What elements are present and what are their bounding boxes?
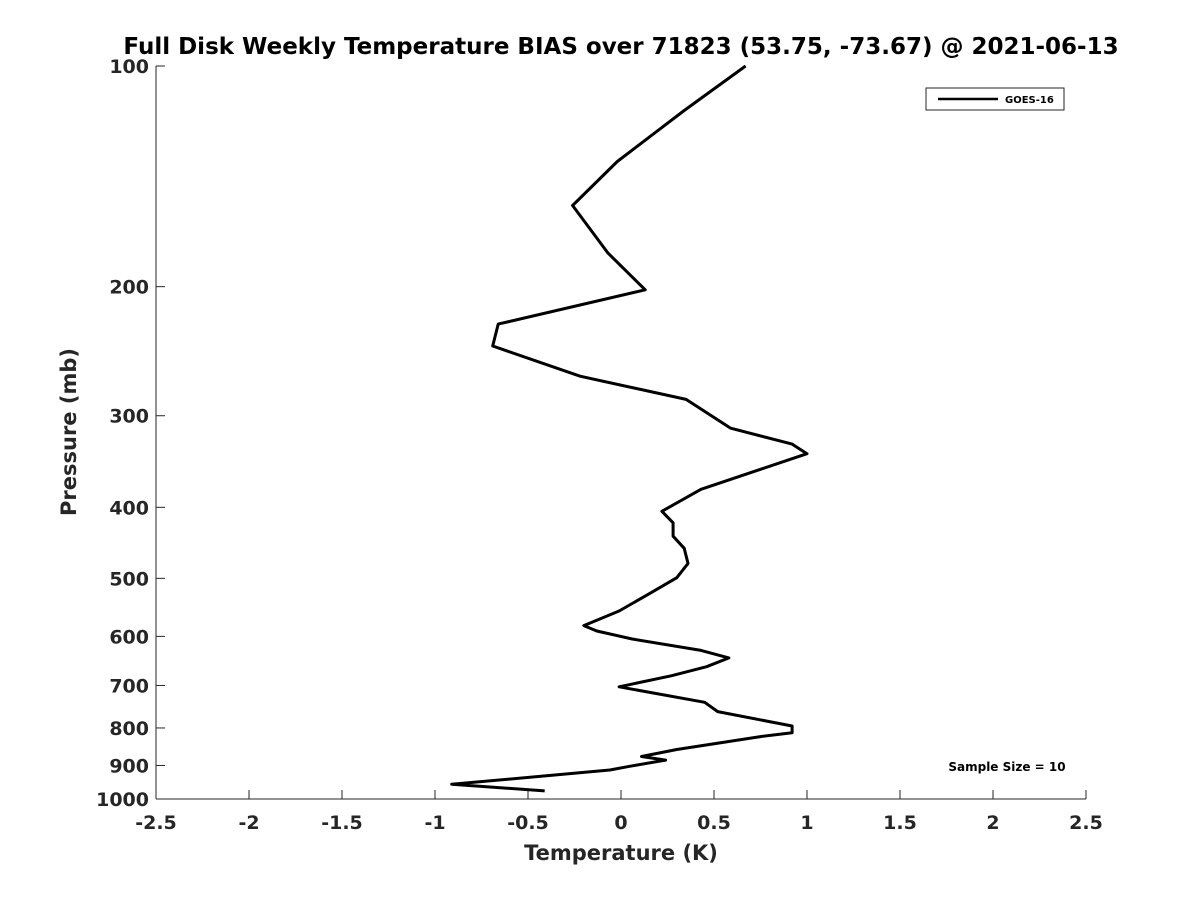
y-tick-label: 200 <box>109 277 149 299</box>
x-tick-label: 0 <box>614 812 627 834</box>
y-tick-label: 300 <box>109 406 149 428</box>
y-axis-label: Pressure (mb) <box>57 348 81 516</box>
x-tick-label: -0.5 <box>507 812 549 834</box>
chart-title: Full Disk Weekly Temperature BIAS over 7… <box>123 34 1118 60</box>
series-line-goes-16 <box>450 64 809 793</box>
x-tick-label: 2.5 <box>1069 812 1103 834</box>
x-tick-label: -2 <box>238 812 259 834</box>
x-tick-label: -1 <box>424 812 445 834</box>
x-axis-label: Temperature (K) <box>524 841 718 865</box>
y-axis-ticks: 100 200 300 400 500 600 700 800 900 1000 <box>96 56 165 811</box>
series-layer <box>450 64 809 793</box>
x-tick-label: 0.5 <box>697 812 731 834</box>
x-tick-label: 1 <box>800 812 813 834</box>
y-tick-label: 500 <box>109 568 149 590</box>
y-tick-label: 600 <box>109 626 149 648</box>
plot-background <box>156 66 1086 799</box>
x-tick-label: 2 <box>986 812 999 834</box>
y-tick-label: 900 <box>109 755 149 777</box>
legend: GOES-16 <box>925 87 1065 111</box>
y-tick-label: 100 <box>109 56 149 78</box>
x-tick-label: -2.5 <box>135 812 177 834</box>
y-tick-label: 400 <box>109 497 149 519</box>
y-tick-label: 1000 <box>96 789 149 811</box>
legend-label-goes-16: GOES-16 <box>1005 95 1054 106</box>
y-tick-label: 700 <box>109 675 149 697</box>
x-tick-label: 1.5 <box>883 812 917 834</box>
x-axis-ticks: -2.5 -2 -1.5 -1 -0.5 0 0.5 1 1.5 2 2.5 <box>135 790 1103 834</box>
sample-size-annotation: Sample Size = 10 <box>948 760 1065 774</box>
plot-area: -2.5 -2 -1.5 -1 -0.5 0 0.5 1 1.5 2 2.5 100 200 300 40… <box>96 56 1103 834</box>
x-tick-label: -1.5 <box>321 812 363 834</box>
y-tick-label: 800 <box>109 718 149 740</box>
